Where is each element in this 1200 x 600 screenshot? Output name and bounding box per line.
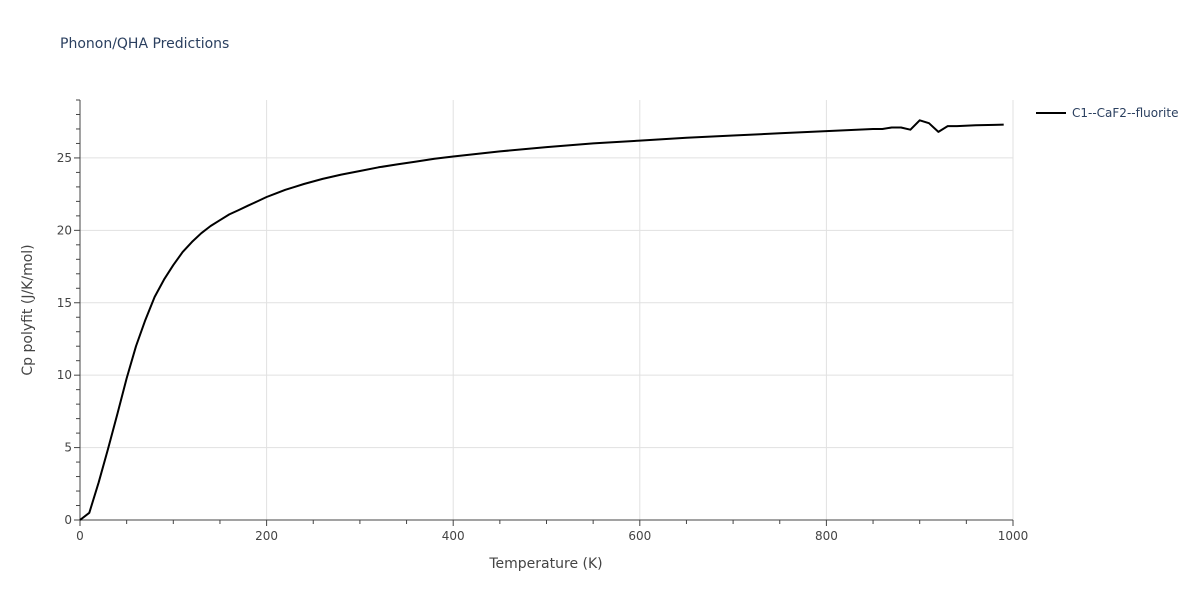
legend[interactable]: C1--CaF2--fluorite [1036,106,1178,120]
y-tick-label: 0 [64,513,72,527]
y-tick-label: 15 [57,296,72,310]
x-axis-title: Temperature (K) [488,556,602,572]
y-tick-label: 10 [57,368,72,382]
x-tick-label: 800 [815,529,838,543]
legend-swatch [1036,112,1066,114]
x-tick-label: 400 [442,529,465,543]
x-tick-label: 0 [76,529,84,543]
x-tick-label: 600 [628,529,651,543]
y-axis-title: Cp polyfit (J/K/mol) [20,244,36,375]
x-tick-label: 1000 [998,529,1029,543]
grid-lines [80,100,1014,520]
legend-label: C1--CaF2--fluorite [1072,106,1179,120]
y-tick-label: 5 [64,441,72,455]
axes: 0 200 400 600 800 1000 0 5 10 15 20 25 [57,99,1029,543]
y-tick-label: 20 [57,223,72,237]
x-tick-label: 200 [255,529,278,543]
series-line [79,119,1004,521]
y-tick-label: 25 [57,151,72,165]
chart-title: Phonon/QHA Predictions [60,36,230,52]
plot-area [79,119,1004,521]
